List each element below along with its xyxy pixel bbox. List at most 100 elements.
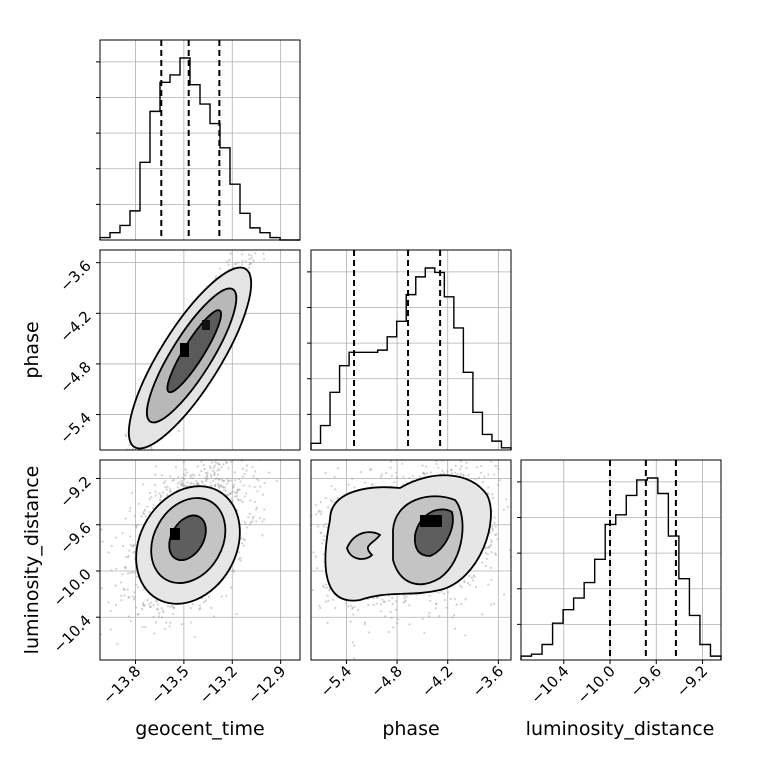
sample-point xyxy=(94,568,96,570)
sample-point xyxy=(124,555,127,558)
sample-point xyxy=(137,613,140,616)
sample-point xyxy=(131,453,133,455)
sample-point xyxy=(124,433,127,436)
sample-point xyxy=(172,606,176,610)
sample-point xyxy=(236,488,239,491)
sample-point xyxy=(449,597,452,601)
sample-point xyxy=(169,490,172,493)
sample-point xyxy=(168,625,171,628)
sample-point xyxy=(193,635,196,639)
sample-point xyxy=(204,476,207,480)
sample-point xyxy=(263,508,266,511)
sample-point xyxy=(454,464,457,467)
sample-point xyxy=(484,551,487,554)
sample-point xyxy=(437,591,440,595)
sample-point xyxy=(143,604,146,607)
sample-point xyxy=(423,473,427,476)
sample-point xyxy=(129,506,132,510)
sample-point xyxy=(450,468,453,472)
sample-point xyxy=(198,474,201,477)
sample-point xyxy=(261,534,264,537)
sample-point xyxy=(225,461,228,464)
sample-point xyxy=(200,460,203,463)
sample-point xyxy=(241,500,244,504)
sample-point xyxy=(467,455,469,457)
sample-point xyxy=(217,463,220,466)
sample-point xyxy=(234,495,237,498)
sample-point xyxy=(250,254,253,257)
sample-point xyxy=(165,493,169,496)
sample-point xyxy=(213,615,216,618)
sample-point xyxy=(132,543,136,546)
sample-point xyxy=(202,600,206,604)
sample-point xyxy=(181,484,184,488)
sample-point xyxy=(150,446,153,449)
sample-point xyxy=(433,453,435,455)
sample-point xyxy=(183,478,186,481)
sample-point xyxy=(205,478,208,481)
sample-point xyxy=(416,456,418,458)
sample-point xyxy=(149,605,152,608)
sample-point xyxy=(169,621,172,624)
sample-point xyxy=(114,536,118,539)
sample-point xyxy=(460,602,463,606)
sample-point xyxy=(230,498,233,501)
sample-point xyxy=(483,475,486,478)
sample-point xyxy=(381,598,384,601)
sample-point xyxy=(238,551,241,554)
panel-content xyxy=(94,456,278,646)
panel-background xyxy=(521,460,721,660)
sample-point xyxy=(480,464,483,468)
sample-point xyxy=(116,643,119,646)
sample-point xyxy=(325,526,328,529)
sample-point xyxy=(211,456,213,458)
sample-point xyxy=(474,478,477,481)
sample-point xyxy=(160,607,163,610)
sample-point xyxy=(221,478,224,481)
sample-point xyxy=(308,484,310,486)
sample-point xyxy=(324,522,328,526)
sample-point xyxy=(159,498,162,501)
sample-point xyxy=(486,553,489,556)
sample-point xyxy=(491,527,494,530)
sample-point xyxy=(115,567,118,570)
sample-point xyxy=(502,508,505,511)
sample-point xyxy=(120,599,123,602)
sample-point xyxy=(249,523,252,526)
sample-point xyxy=(481,561,484,564)
sample-point xyxy=(164,486,167,489)
sample-point xyxy=(130,491,134,494)
sample-point xyxy=(232,486,235,489)
sample-point xyxy=(236,495,239,498)
sample-point xyxy=(245,464,248,467)
sample-point xyxy=(133,596,136,599)
sample-point xyxy=(123,594,126,597)
sample-point xyxy=(218,267,222,270)
sample-point xyxy=(155,600,159,603)
sample-point xyxy=(487,473,490,476)
sample-point xyxy=(229,492,233,495)
sample-point xyxy=(332,598,335,601)
sample-point xyxy=(142,483,145,486)
sample-point xyxy=(236,490,239,493)
sample-point xyxy=(207,595,210,598)
sample-point xyxy=(159,499,162,502)
sample-point xyxy=(172,606,175,609)
sample-point xyxy=(206,474,209,477)
histogram-phase xyxy=(307,249,512,451)
sample-point xyxy=(149,605,152,608)
panel-phase-distance xyxy=(308,453,512,661)
sample-point xyxy=(171,605,174,608)
sample-point xyxy=(226,260,229,263)
sample-point xyxy=(208,465,211,468)
sample-point xyxy=(152,603,155,607)
sample-point xyxy=(359,470,363,474)
sample-point xyxy=(133,591,136,594)
sample-point xyxy=(462,473,465,477)
sample-point xyxy=(206,472,209,475)
sample-point xyxy=(181,483,185,486)
sample-point xyxy=(497,467,500,471)
sample-point xyxy=(205,457,207,459)
sample-point xyxy=(472,574,476,577)
sample-point xyxy=(456,473,459,476)
